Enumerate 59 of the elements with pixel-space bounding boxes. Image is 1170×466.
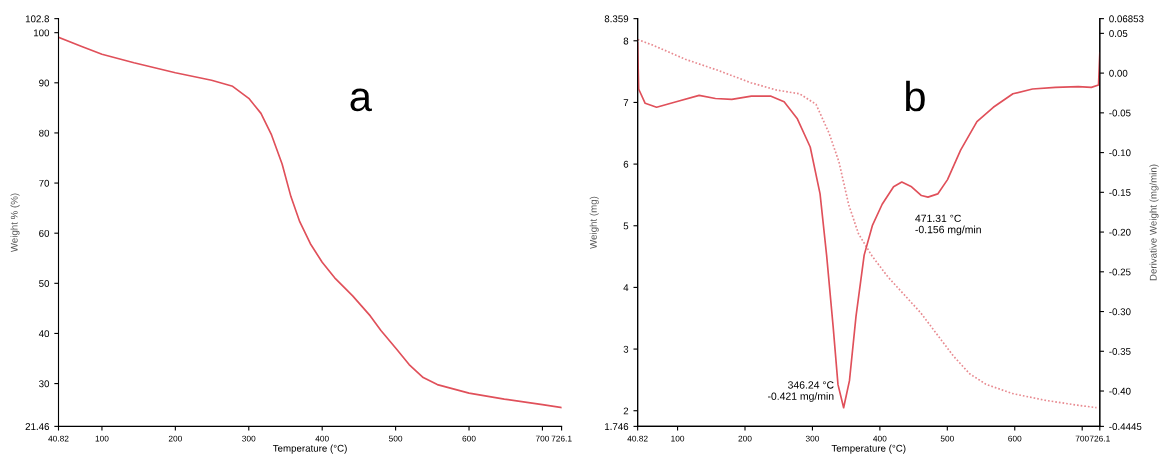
x-tick-label: 700 (535, 435, 550, 442)
x-tick-label: 300 (805, 435, 820, 442)
y2-axis-title: Derivative Weight (mg/min) (1149, 164, 1159, 281)
x-tick-label: 100 (95, 435, 109, 442)
x-axis-title: Temperature (°C) (831, 444, 906, 454)
annotation: 346.24 °C -0.421 mg/min (767, 381, 834, 402)
y-tick-label: 21.46 (25, 423, 50, 431)
x-tick-label: 40.82 (48, 435, 69, 442)
y-tick-label: 50 (39, 280, 50, 287)
y-tick-label: 30 (39, 380, 50, 388)
y-tick-label: 70 (39, 179, 50, 187)
x-tick-label: 400 (315, 435, 329, 442)
y-tick-label: 60 (39, 229, 50, 237)
y-tick-label: 40 (38, 330, 50, 338)
x-tick-label: 40.82 (627, 435, 648, 442)
x-tick-label: 500 (940, 435, 954, 442)
y2-tick-label: -0.30 (1109, 308, 1131, 316)
y2-tick-label: -0.4445 (1109, 423, 1142, 431)
line-series (58, 36, 562, 409)
x-tick-label: 400 (873, 435, 887, 442)
y-tick-label: 6 (623, 160, 629, 168)
x-tick-label: 200 (168, 435, 182, 442)
y2-tick-label: 0.05 (1109, 30, 1128, 37)
y-tick-label: 102.8 (25, 15, 50, 23)
y-tick-label: 80 (39, 129, 50, 137)
y2-tick-label: -0.10 (1109, 149, 1131, 157)
y-tick-label: 3 (623, 345, 629, 353)
y2-tick-label: -0.20 (1109, 228, 1131, 236)
x-tick-label: 726.1 (1089, 435, 1110, 442)
y2-tick-label: -0.25 (1109, 268, 1131, 276)
y2-tick-label: -0.05 (1109, 109, 1131, 117)
y2-tick-label: -0.40 (1109, 387, 1131, 395)
y-tick-label: 4 (623, 284, 629, 291)
annotation: a (350, 88, 372, 112)
y2-tick-label: -0.35 (1109, 348, 1131, 355)
x-tick-label: 200 (738, 435, 752, 442)
y-axis-title: Weight % (%) (10, 193, 20, 253)
y-tick-label: 8 (623, 37, 629, 45)
annotation: b (906, 80, 925, 112)
y2-tick-label: -0.15 (1109, 189, 1131, 196)
annotation: 471.31 °C -0.156 mg/min (915, 214, 981, 236)
y-tick-label: 2 (623, 407, 629, 415)
x-tick-label: 500 (388, 435, 403, 442)
x-tick-label: 600 (1008, 435, 1022, 442)
y-tick-label: 90 (39, 79, 50, 87)
y-axis-title: Weight (mg) (589, 196, 599, 249)
x-tick-label: 726.1 (551, 435, 572, 442)
x-tick-label: 700 (1075, 435, 1089, 442)
x-tick-label: 100 (671, 435, 685, 442)
y-tick-label: 8.359 (604, 15, 629, 23)
y-tick-label: 1.746 (605, 423, 629, 431)
y2-tick-label: 0.06853 (1109, 15, 1144, 23)
y-tick-label: 7 (623, 99, 629, 106)
y2-tick-label: 0.00 (1109, 69, 1128, 77)
y-tick-label: 100 (33, 29, 50, 37)
y-tick-label: 5 (623, 222, 629, 230)
x-tick-label: 300 (242, 435, 256, 442)
x-tick-label: 600 (462, 435, 476, 442)
x-axis-title: Temperature (°C) (272, 444, 347, 454)
